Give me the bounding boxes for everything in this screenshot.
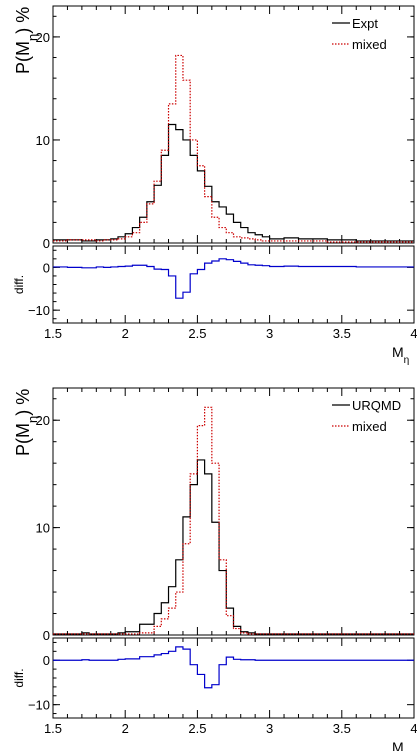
y-axis-label: P(Mη) %: [13, 389, 40, 456]
main-panel-frame: [52, 5, 415, 244]
diff-y-tick-label: −10: [28, 698, 50, 713]
series-mixed-line: [53, 406, 414, 635]
diff-y-tick-label: 0: [43, 260, 50, 275]
legend-label: mixed: [352, 419, 387, 434]
diff-series-line: [53, 258, 414, 299]
diff-y-tick-label: 0: [43, 653, 50, 668]
x-axis-label: Mη: [392, 739, 409, 751]
x-axis-label: Mη: [392, 344, 409, 366]
diff-panel-frame: [52, 637, 415, 719]
x-tick-label: 2.5: [188, 326, 206, 341]
legend-label: URQMD: [352, 398, 401, 413]
x-tick-label: 1.5: [44, 326, 62, 341]
legend-label: Expt: [352, 16, 378, 31]
series-mixed-line: [53, 54, 414, 243]
y-axis-label: P(Mη) %: [13, 7, 40, 74]
legend-label: mixed: [352, 37, 387, 52]
x-tick-label: 3.5: [333, 326, 351, 341]
diff-y-axis-label: diff.: [12, 668, 26, 687]
x-tick-label: 4: [410, 721, 417, 736]
y-tick-label: 0: [43, 628, 50, 643]
x-tick-label: 2: [122, 326, 129, 341]
y-tick-label: 20: [36, 413, 50, 428]
diff-series-line: [53, 646, 414, 689]
diff-panel-frame: [52, 245, 415, 324]
y-tick-label: 0: [43, 236, 50, 251]
y-tick-label: 10: [36, 521, 50, 536]
x-tick-label: 4: [410, 326, 417, 341]
series-urqmd-line: [53, 459, 414, 635]
x-tick-label: 3: [266, 326, 273, 341]
y-tick-label: 20: [36, 30, 50, 45]
x-tick-label: 1.5: [44, 721, 62, 736]
x-tick-label: 3: [266, 721, 273, 736]
y-tick-label: 10: [36, 133, 50, 148]
x-tick-label: 3.5: [333, 721, 351, 736]
series-expt-line: [53, 123, 414, 242]
x-tick-label: 2.5: [188, 721, 206, 736]
main-panel-frame: [52, 387, 415, 636]
diff-y-tick-label: −10: [28, 303, 50, 318]
diff-y-axis-label: diff.: [12, 275, 26, 294]
x-tick-label: 2: [122, 721, 129, 736]
